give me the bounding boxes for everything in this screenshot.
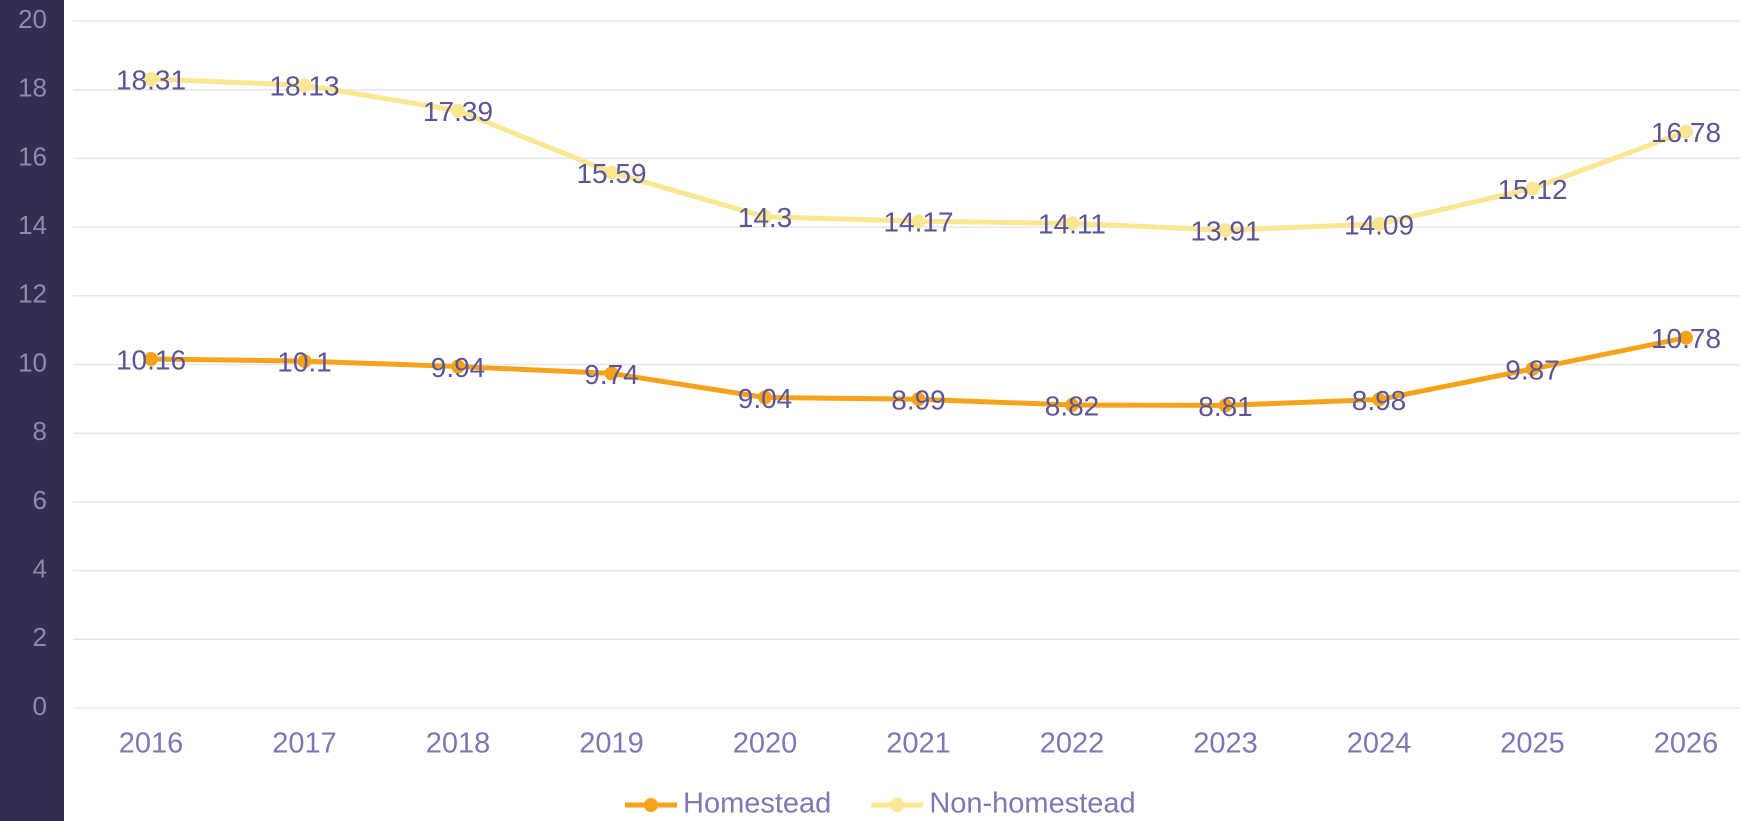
data-label: 9.87 — [1505, 354, 1560, 385]
point — [1372, 217, 1386, 232]
x-tick-label: 2021 — [886, 728, 951, 760]
x-tick-label: 2019 — [579, 728, 644, 760]
point — [451, 103, 465, 118]
data-label: 14.17 — [883, 207, 953, 238]
data-label: 10.78 — [1651, 323, 1721, 354]
x-tick-label: 2016 — [119, 728, 184, 760]
legend-label: Non-homestead — [929, 788, 1135, 820]
data-label: 14.11 — [1038, 209, 1106, 240]
point — [144, 352, 158, 367]
point — [1525, 361, 1540, 376]
data-label: 13.91 — [1190, 216, 1260, 247]
point — [1679, 330, 1693, 345]
point — [1679, 124, 1693, 139]
data-label: 8.98 — [1352, 385, 1407, 416]
y-tick-label: 4 — [33, 553, 47, 583]
data-label: 10.1 — [277, 346, 332, 377]
point — [758, 390, 772, 405]
point — [1065, 216, 1079, 231]
data-label: 15.59 — [576, 158, 646, 189]
data-label: 16.78 — [1651, 117, 1721, 148]
y-tick-label: 10 — [18, 347, 47, 377]
y-tick-label: 12 — [18, 279, 47, 309]
legend-dot — [890, 798, 905, 812]
data-label: 9.74 — [584, 359, 639, 390]
point — [1218, 398, 1233, 413]
point — [1218, 223, 1233, 238]
point — [1372, 392, 1386, 407]
sidebar — [0, 0, 64, 821]
y-tick-label: 2 — [33, 622, 47, 652]
data-label: 18.31 — [116, 64, 186, 95]
data-label: 9.94 — [431, 352, 486, 383]
data-label: 15.12 — [1497, 174, 1567, 205]
x-tick-label: 2020 — [733, 728, 798, 760]
y-tick-label: 6 — [33, 485, 47, 515]
legend-label: Homestead — [683, 788, 831, 820]
point — [911, 392, 926, 407]
data-label: 14.09 — [1344, 209, 1414, 240]
x-tick-label: 2017 — [272, 728, 337, 760]
point — [144, 72, 158, 87]
data-label: 9.04 — [738, 383, 793, 414]
data-label: 18.13 — [269, 71, 339, 102]
x-tick-label: 2025 — [1500, 728, 1565, 760]
data-label: 10.16 — [116, 344, 186, 375]
y-tick-label: 8 — [33, 416, 47, 446]
point — [758, 209, 772, 224]
point — [604, 366, 619, 381]
x-tick-label: 2023 — [1193, 728, 1258, 760]
data-label: 8.81 — [1198, 391, 1253, 422]
point — [1525, 181, 1540, 196]
point — [1065, 398, 1079, 413]
x-tick-label: 2024 — [1347, 728, 1412, 760]
data-label: 8.99 — [891, 385, 946, 416]
point — [297, 354, 312, 369]
point — [911, 214, 926, 229]
point — [604, 165, 619, 180]
point — [451, 359, 465, 374]
legend-dot — [644, 798, 658, 812]
y-tick-label: 14 — [18, 210, 47, 240]
data-label: 17.39 — [423, 96, 493, 127]
x-tick-label: 2018 — [426, 728, 491, 760]
y-tick-label: 0 — [33, 691, 47, 721]
x-tick-label: 2022 — [1040, 728, 1105, 760]
data-label: 8.82 — [1045, 390, 1100, 421]
y-tick-label: 18 — [18, 73, 47, 103]
point — [297, 78, 312, 93]
y-tick-label: 20 — [18, 4, 47, 34]
y-tick-label: 16 — [18, 141, 47, 171]
data-label: 14.3 — [738, 202, 793, 233]
x-tick-label: 2026 — [1654, 728, 1719, 760]
